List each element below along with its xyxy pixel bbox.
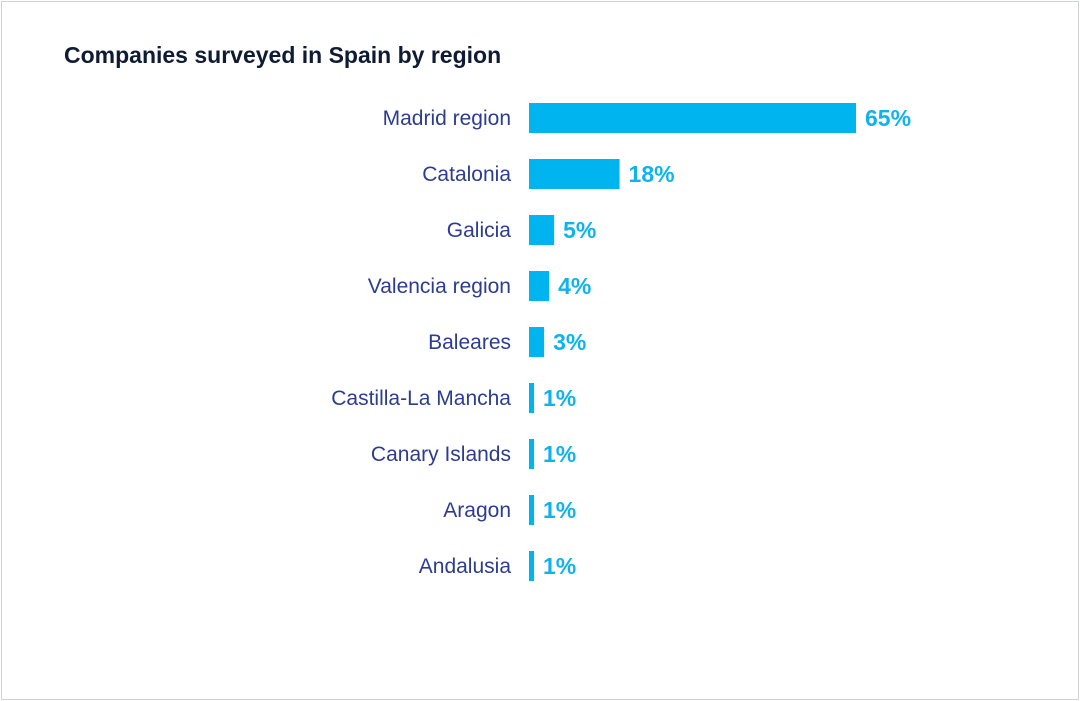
value-label-catalonia: 18%	[629, 161, 675, 187]
category-label-castilla-la-mancha: Castilla-La Mancha	[331, 387, 511, 410]
category-label-galicia: Galicia	[447, 219, 512, 242]
chart-title: Companies surveyed in Spain by region	[64, 42, 502, 68]
category-label-valencia-region: Valencia region	[368, 275, 511, 298]
value-label-galicia: 5%	[563, 217, 596, 243]
bar-baleares	[529, 327, 545, 357]
category-label-madrid-region: Madrid region	[383, 107, 511, 130]
bar-aragon	[529, 495, 535, 525]
value-label-madrid-region: 65%	[865, 105, 911, 131]
value-label-castilla-la-mancha: 1%	[543, 385, 576, 411]
category-label-baleares: Baleares	[428, 331, 511, 354]
value-label-valencia-region: 4%	[558, 273, 591, 299]
value-label-andalusia: 1%	[543, 553, 576, 579]
category-label-catalonia: Catalonia	[422, 163, 511, 186]
category-label-canary-islands: Canary Islands	[371, 443, 511, 466]
bar-catalonia	[529, 159, 620, 189]
bars-layer: Madrid region 65% Catalonia 18% Galicia 5% Val…	[331, 103, 911, 581]
bar-andalusia	[529, 551, 535, 581]
bar-valencia-region	[529, 271, 550, 301]
category-label-aragon: Aragon	[443, 499, 511, 522]
category-label-andalusia: Andalusia	[419, 555, 512, 578]
value-label-baleares: 3%	[553, 329, 586, 355]
bar-canary-islands	[529, 439, 535, 469]
value-label-aragon: 1%	[543, 497, 576, 523]
bar-castilla-la-mancha	[529, 383, 535, 413]
bar-galicia	[529, 215, 555, 245]
value-label-canary-islands: 1%	[543, 441, 576, 467]
bar-madrid-region	[529, 103, 856, 133]
